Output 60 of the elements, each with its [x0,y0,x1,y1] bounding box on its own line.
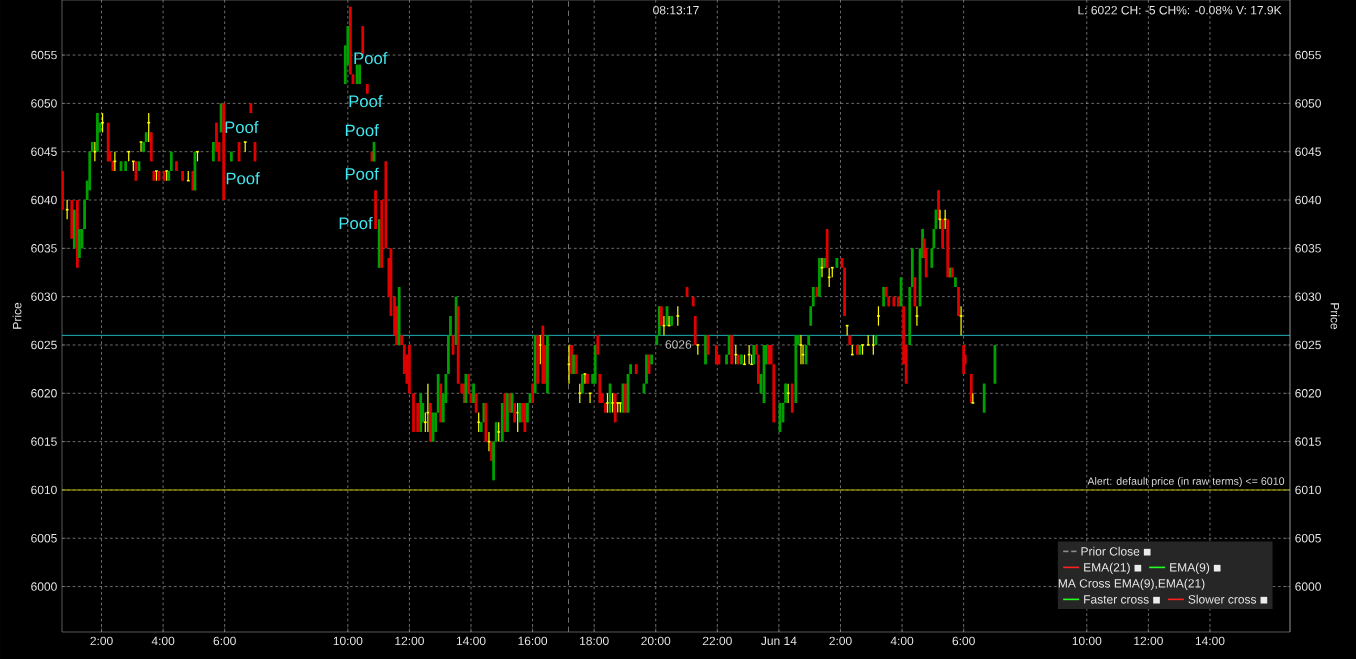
y-tick-label: 6040 [31,195,57,205]
x-tick-label: 10:00 [333,636,363,646]
x-tick-label: 16:00 [518,636,548,646]
x-tick-label: 2:00 [829,636,852,646]
chart-subtitle: L: 6022 CH: -5 CH%: -0.08% V: 17.9K [1078,5,1282,15]
legend-label: EMA(9) [1170,562,1210,575]
annotation: MA Cross EMA(9),EMA(21) [1058,578,1205,591]
annotation: Poof [225,120,259,134]
y2-axis-title: Price [1330,303,1340,330]
y2-tick-label: 6055 [1295,50,1321,60]
y2-tick-label: 6015 [1295,437,1321,446]
x-tick-label: 4:00 [890,636,914,646]
ref-line-label: 6026 [665,340,692,349]
y2-tick-label: 6010 [1295,485,1321,495]
y-tick-label: 6000 [31,582,57,591]
x-tick-label: 6:00 [213,636,236,646]
annotation: Poof [345,167,379,180]
y2-tick-label: 6000 [1295,582,1321,591]
y-tick-label: 6035 [31,244,57,253]
legend-label: Faster cross [1084,595,1149,604]
x-tick-label: 20:00 [641,636,671,646]
y-tick-label: 6020 [31,389,57,398]
x-tick-label: 4:00 [151,636,175,646]
legend-label: EMA(21) [1084,562,1130,575]
y-tick-label: 6015 [31,437,57,446]
annotation: Poof [339,216,373,230]
y-tick-label: 6055 [31,50,57,60]
x-tick-label: 2:00 [90,636,113,646]
y-axis-title: Price [12,302,22,329]
x-tick-label: 6:00 [952,636,975,646]
annotation: Poof [345,124,379,137]
y2-tick-label: 6020 [1295,389,1321,398]
y2-tick-label: 6050 [1295,99,1321,108]
legend-label: Prior Close [1081,546,1140,556]
annotation: Poof [226,172,260,185]
y-tick-label: 6030 [31,292,57,301]
y-tick-label: 6045 [31,147,57,156]
y-tick-label: 6050 [31,99,57,108]
x-tick-label: 14:00 [456,636,486,646]
y-tick-label: 6025 [31,340,57,350]
ref-line-label: Alert: default price (in raw terms) <= 6010 [1087,477,1285,487]
y2-tick-label: 6005 [1295,533,1321,543]
x-tick-label: 18:00 [580,636,609,646]
legend-label: Slower cross [1188,594,1257,604]
x-tick-label: Jun 14 [761,636,797,646]
chart-title: 08:13:17 [653,5,699,15]
y2-tick-label: 6045 [1295,147,1321,156]
y-tick-label: 6005 [31,533,57,543]
x-tick-label: 14:00 [1195,636,1225,646]
x-tick-label: 12:00 [1134,636,1163,646]
y-tick-label: 6010 [31,485,57,495]
y2-tick-label: 6035 [1295,244,1321,253]
annotation: Poof [349,94,383,108]
x-tick-label: 10:00 [1072,636,1102,646]
x-tick-label: 22:00 [702,636,732,646]
y2-tick-label: 6030 [1295,292,1321,301]
y2-tick-label: 6025 [1295,340,1321,350]
annotation: Poof [354,52,388,65]
y2-tick-label: 6040 [1295,195,1321,205]
x-tick-label: 12:00 [395,636,424,646]
